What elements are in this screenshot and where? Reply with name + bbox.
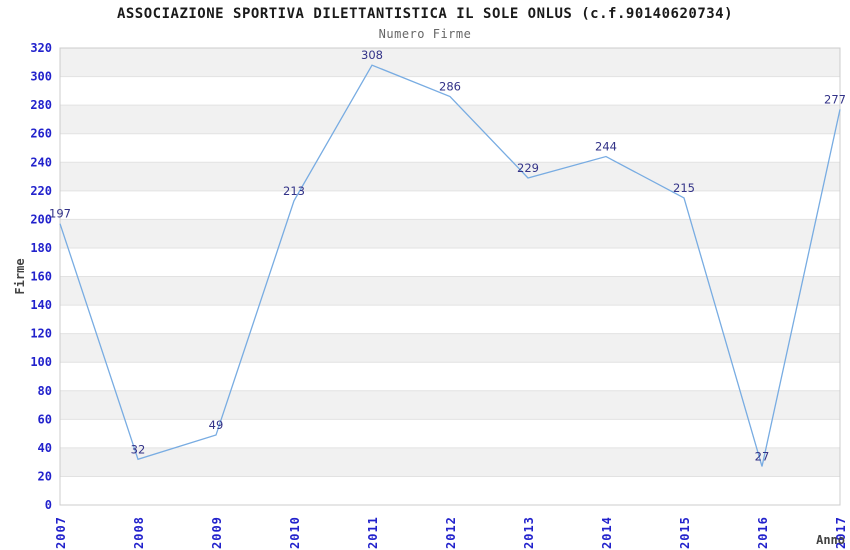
x-axis-tick-label: 2010	[288, 516, 302, 549]
data-point-label: 213	[283, 184, 305, 198]
plot-band	[60, 333, 840, 363]
plot-band	[60, 219, 840, 248]
plot-band	[60, 276, 840, 306]
y-axis-tick-label: 60	[38, 412, 52, 426]
x-axis-title: Anno	[816, 533, 845, 547]
data-point-label: 277	[824, 92, 846, 106]
y-axis-tick-label: 20	[38, 469, 52, 483]
data-point-label: 215	[673, 181, 695, 195]
plot-band	[60, 190, 840, 220]
x-axis-tick-label: 2016	[756, 516, 770, 549]
y-axis-tick-label: 200	[30, 212, 52, 226]
plot-band	[60, 133, 840, 163]
y-axis-tick-label: 40	[38, 441, 52, 455]
y-axis-tick-label: 140	[30, 298, 52, 312]
x-axis-tick-label: 2012	[444, 516, 458, 549]
x-axis-tick-label: 2007	[54, 516, 68, 549]
y-axis-title: Firme	[13, 258, 27, 294]
y-axis-tick-label: 280	[30, 98, 52, 112]
x-axis-tick-label: 2008	[132, 516, 146, 549]
data-point-label: 32	[131, 442, 146, 456]
plot-band	[60, 48, 840, 77]
x-axis-tick-label: 2017	[834, 516, 848, 549]
data-series-line	[59, 64, 841, 467]
x-axis-tick-label: 2013	[522, 516, 536, 549]
data-point-label: 244	[595, 140, 617, 154]
plot-band	[60, 76, 840, 106]
x-axis-tick-label: 2009	[210, 516, 224, 549]
data-point-label: 286	[439, 80, 461, 94]
plot-band	[60, 362, 840, 391]
data-point-label: 49	[209, 418, 224, 432]
y-axis-tick-label: 120	[30, 327, 52, 341]
plot-band	[60, 162, 840, 191]
plot-border	[59, 47, 841, 506]
y-axis-tick-label: 80	[38, 384, 52, 398]
y-axis-tick-label: 300	[30, 70, 52, 84]
data-point-label: 197	[49, 207, 71, 221]
y-axis-tick-label: 160	[30, 270, 52, 284]
plot-band	[60, 105, 840, 134]
data-point-label: 308	[361, 48, 383, 62]
y-axis-tick-label: 260	[30, 127, 52, 141]
chart-title: ASSOCIAZIONE SPORTIVA DILETTANTISTICA IL…	[116, 6, 734, 22]
x-axis-tick-label: 2015	[678, 516, 692, 549]
plot-band	[60, 419, 840, 448]
plot-band	[60, 476, 840, 505]
y-axis-tick-label: 180	[30, 241, 52, 255]
plot-band	[60, 247, 840, 277]
y-axis-tick-label: 0	[45, 498, 52, 512]
y-axis-tick-label: 320	[30, 41, 52, 55]
y-axis-tick-label: 240	[30, 155, 52, 169]
plot-band	[60, 390, 840, 420]
x-axis-tick-label: 2014	[600, 516, 614, 549]
data-point-label: 229	[517, 161, 539, 175]
y-axis-tick-label: 100	[30, 355, 52, 369]
plot-band	[60, 447, 840, 477]
y-axis-tick-label: 220	[30, 184, 52, 198]
x-axis-tick-label: 2011	[366, 516, 380, 549]
data-point-label: 27	[755, 449, 770, 463]
chart-subtitle: Numero Firme	[378, 27, 472, 41]
plot-band	[60, 305, 840, 334]
